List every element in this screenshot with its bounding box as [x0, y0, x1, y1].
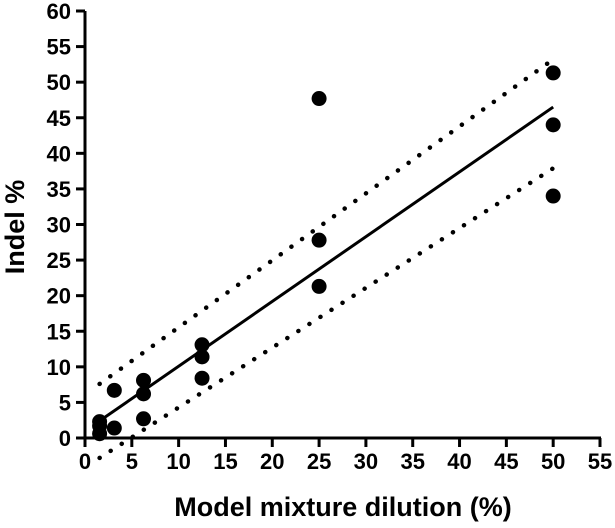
data-point	[136, 372, 152, 388]
data-point	[311, 232, 327, 248]
data-point	[545, 188, 561, 204]
data-point	[92, 414, 108, 430]
y-tick-label: 20	[47, 284, 71, 309]
data-points	[92, 65, 561, 442]
x-tick-label: 30	[354, 449, 378, 474]
x-tick-label: 15	[213, 449, 237, 474]
data-point	[545, 65, 561, 81]
data-point	[194, 337, 210, 353]
axes: 0 5 10 15 20 25 30 35 40 45 50 55 0 5 10 15 20 25 30 35 40 45…	[47, 0, 613, 474]
data-point	[311, 278, 327, 294]
x-tick-label: 45	[494, 449, 518, 474]
x-axis-label: Model mixture dilution (%)	[174, 492, 512, 522]
y-axis-label: Indel %	[0, 180, 30, 275]
confidence-band-line	[97, 57, 556, 387]
y-tick-label: 0	[59, 426, 71, 451]
y-tick-label: 35	[47, 177, 71, 202]
y-tick-label: 25	[47, 248, 71, 273]
y-tick-label: 10	[47, 355, 71, 380]
y-tick-label: 60	[47, 0, 71, 24]
x-tick-label: 10	[166, 449, 190, 474]
y-tick-label: 45	[47, 106, 71, 131]
regression-line	[98, 105, 555, 423]
data-point	[136, 411, 152, 427]
x-tick-label: 5	[126, 449, 138, 474]
y-tick-label: 15	[47, 319, 71, 344]
data-point	[194, 349, 210, 365]
x-tick-label: 35	[400, 449, 424, 474]
regression-line-group	[98, 105, 555, 423]
x-tick-label: 40	[447, 449, 471, 474]
confidence-bands	[97, 57, 556, 461]
data-point	[194, 370, 210, 386]
y-tick-label: 30	[47, 213, 71, 238]
data-point	[136, 386, 152, 402]
confidence-band-line	[97, 166, 556, 461]
x-tick-label: 20	[260, 449, 284, 474]
x-tick-label: 0	[79, 449, 91, 474]
data-point	[106, 382, 122, 398]
data-point	[106, 420, 122, 436]
y-tick-label: 55	[47, 35, 71, 60]
data-point	[545, 117, 561, 133]
y-tick-label: 50	[47, 70, 71, 95]
data-point	[311, 91, 327, 107]
x-tick-label: 55	[588, 449, 612, 474]
x-tick-label: 25	[307, 449, 331, 474]
y-tick-label: 40	[47, 141, 71, 166]
x-tick-label: 50	[541, 449, 565, 474]
y-tick-label: 5	[59, 390, 71, 415]
